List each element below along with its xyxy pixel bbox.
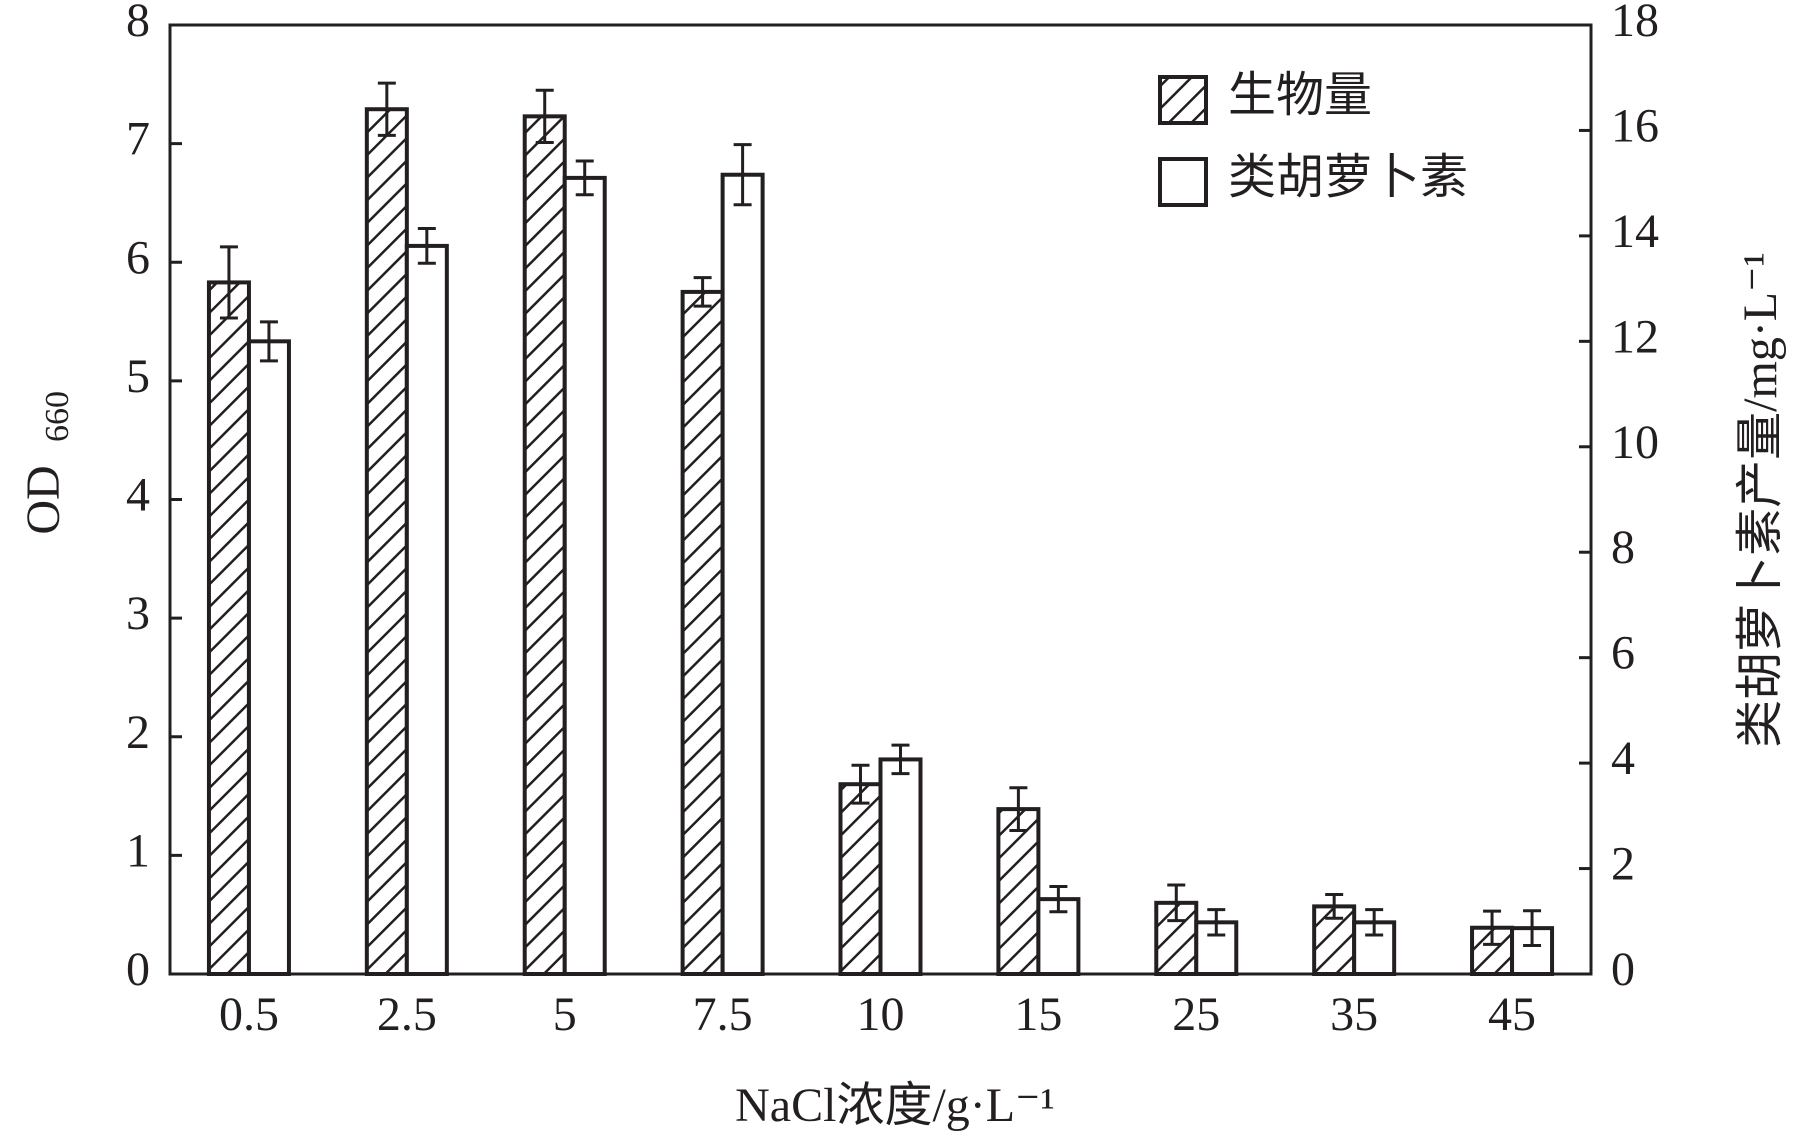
bar [720,172,765,976]
y2-tick-label: 10 [1611,416,1659,469]
y-axis-title-main: OD [17,465,70,534]
bar [996,807,1041,977]
bar [562,175,607,976]
error-bar [733,143,752,207]
legend-label: 类胡萝卜素 [1228,151,1468,204]
y-axis-title: OD 660 [17,391,76,535]
y2-tick-label: 14 [1611,205,1659,258]
x-tick-label: 45 [1488,988,1536,1041]
bar [206,280,251,976]
bar [364,107,409,976]
y-tick-label: 2 [126,706,150,759]
error-bar [1207,908,1226,937]
bar [522,114,567,976]
x-tick-label: 2.5 [377,988,437,1041]
x-axis-title: NaCl浓度/g·L⁻¹ [735,1079,1055,1132]
x-tick-label: 25 [1172,988,1220,1041]
error-bar [219,245,238,320]
bar [838,782,883,977]
error-bar [259,320,278,363]
error-bar [891,743,910,776]
error-bar [535,88,554,144]
y-tick-label: 6 [126,231,150,284]
y2-axis-title: 类胡萝卜素产量/mg·L⁻¹ [1734,252,1787,748]
error-bar [1049,884,1068,914]
y-tick-label: 3 [126,587,150,640]
error-bar [377,81,396,137]
x-tick-label: 15 [1014,988,1062,1041]
error-bar [851,763,870,805]
y2-tick-label: 0 [1611,943,1635,996]
y-tick-label: 8 [126,0,150,47]
error-bar [417,227,436,265]
bar [404,243,449,976]
y-axis-title-sub: 660 [39,391,76,442]
x-tick-label: 7.5 [693,988,753,1041]
bar [878,757,923,976]
y2-tick-label: 16 [1611,99,1659,152]
y-tick-label: 4 [126,469,150,522]
error-bar [1365,908,1384,937]
error-bar [1483,909,1502,946]
error-bar [1523,909,1542,948]
error-bar [1167,883,1186,923]
legend-label: 生物量 [1228,69,1372,122]
error-bar [693,276,712,308]
bar [680,289,725,976]
bar [246,339,291,977]
y2-tick-label: 12 [1611,310,1659,363]
y2-tick-label: 4 [1611,732,1635,785]
x-tick-label: 35 [1330,988,1378,1041]
error-bar [1325,893,1344,920]
y-tick-label: 7 [126,113,150,166]
error-bar [1009,786,1028,832]
y2-tick-label: 2 [1611,838,1635,891]
y2-tick-label: 8 [1611,521,1635,574]
legend-swatch [1158,75,1208,125]
y2-tick-label: 6 [1611,627,1635,680]
x-tick-label: 0.5 [219,988,279,1041]
x-tick-label: 5 [553,988,577,1041]
x-tick-label: 10 [857,988,905,1041]
y2-tick-label: 18 [1611,0,1659,47]
y-tick-label: 0 [126,943,150,996]
y-tick-label: 5 [126,350,150,403]
error-bar [575,159,594,197]
legend-swatch [1158,157,1208,207]
y-tick-label: 1 [126,824,150,877]
